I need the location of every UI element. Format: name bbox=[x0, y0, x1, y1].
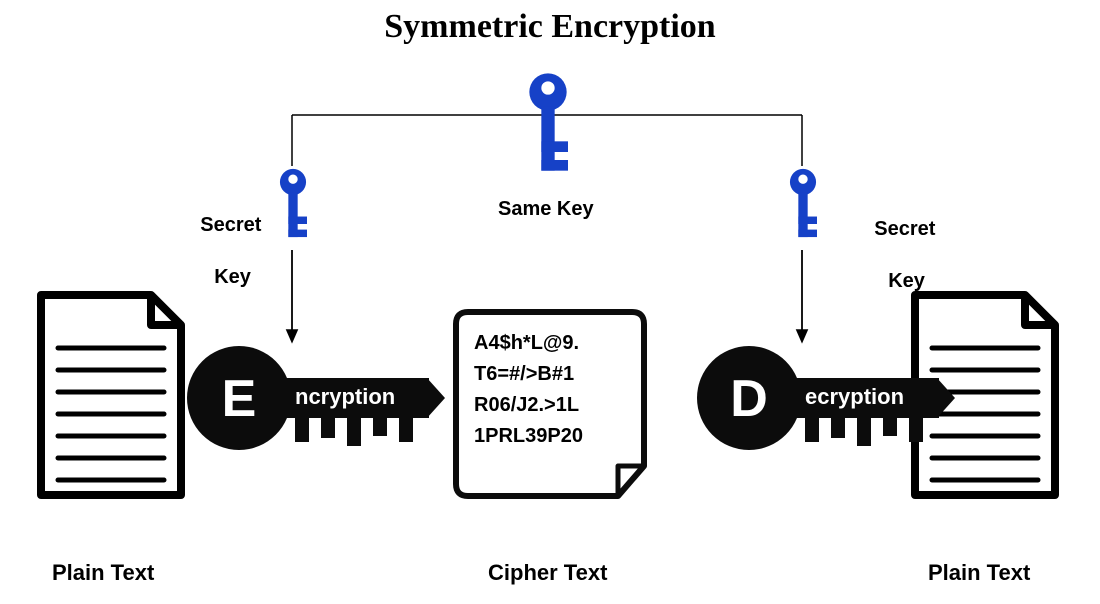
cipher-line-4: 1PRL39P20 bbox=[474, 421, 583, 452]
secret-key-left-icon bbox=[274, 168, 312, 252]
plain-text-left-icon bbox=[36, 290, 186, 500]
plain-text-left-caption: Plain Text bbox=[52, 560, 154, 586]
page-title: Symmetric Encryption bbox=[0, 8, 1100, 46]
encryption-big-letter: E bbox=[222, 370, 257, 428]
secret-key-right-line1: Secret bbox=[874, 218, 935, 240]
secret-key-left-label: Secret Key bbox=[178, 186, 261, 316]
secret-key-right-line2: Key bbox=[874, 270, 925, 292]
encryption-label: ncryption bbox=[295, 384, 395, 410]
cipher-line-2: T6=#/>B#1 bbox=[474, 359, 583, 390]
cipher-text-content: A4$h*L@9. T6=#/>B#1 R06/J2.>1L 1PRL39P20 bbox=[474, 328, 583, 452]
same-key-icon bbox=[520, 72, 576, 192]
cipher-line-3: R06/J2.>1L bbox=[474, 390, 583, 421]
secret-key-left-line1: Secret bbox=[200, 214, 261, 236]
secret-key-left-line2: Key bbox=[200, 266, 251, 288]
decryption-big-letter: D bbox=[730, 370, 768, 428]
diagram-stage: Symmetric Encryption Same Key bbox=[0, 0, 1100, 604]
decryption-label: ecryption bbox=[805, 384, 904, 410]
cipher-text-caption: Cipher Text bbox=[488, 560, 607, 586]
cipher-line-1: A4$h*L@9. bbox=[474, 328, 583, 359]
secret-key-right-icon bbox=[784, 168, 822, 252]
plain-text-right-caption: Plain Text bbox=[928, 560, 1030, 586]
same-key-label: Same Key bbox=[498, 198, 594, 221]
